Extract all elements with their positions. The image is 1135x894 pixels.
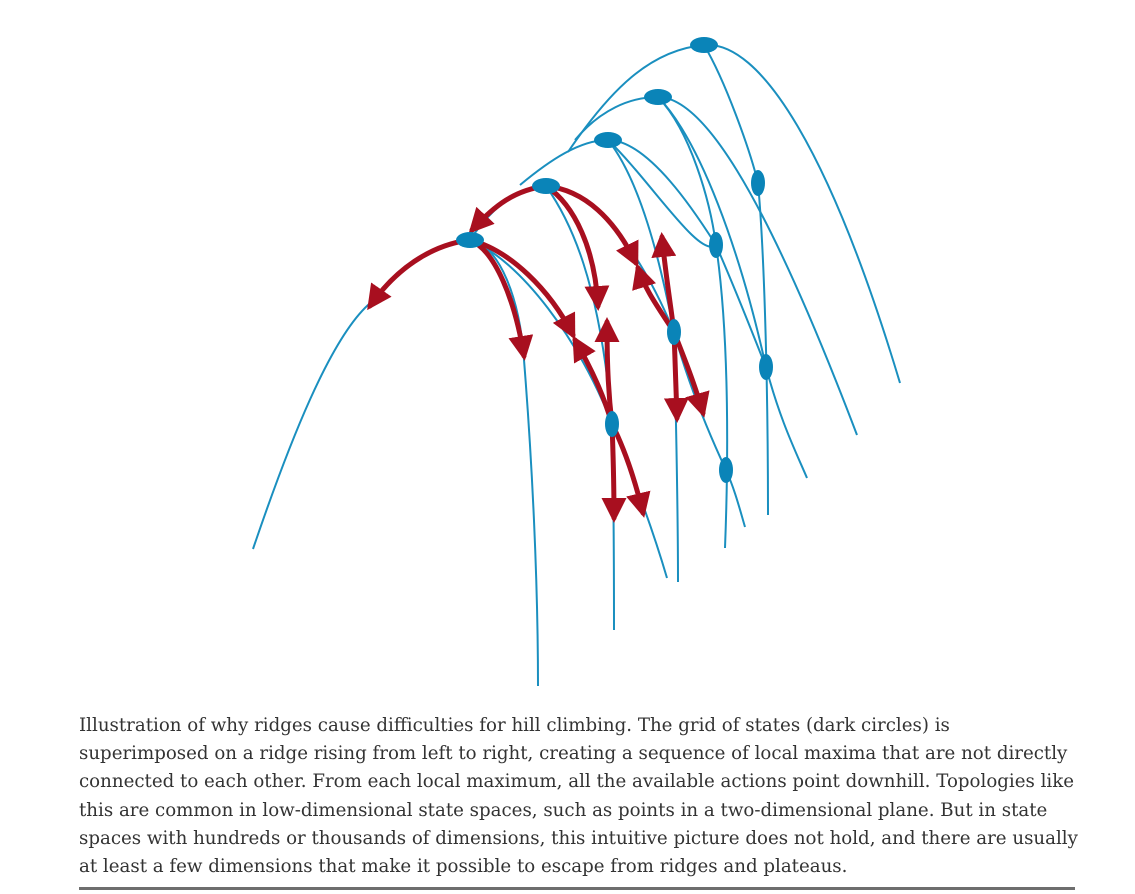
local-maximum-node [644, 89, 672, 105]
state-node [751, 170, 765, 196]
ridge-curve [607, 139, 746, 528]
downhill-arrows [367, 183, 710, 523]
ridge-curve [252, 238, 539, 687]
downhill-arrow [367, 237, 473, 311]
state-node [605, 411, 619, 437]
ridge-curve [657, 96, 808, 479]
downhill-arrow [467, 237, 576, 340]
ridge-curves [252, 43, 901, 687]
state-node [667, 319, 681, 345]
ridge-curve [469, 184, 679, 583]
downhill-arrow [543, 183, 610, 311]
downhill-arrow [609, 421, 651, 518]
local-maximum-node [532, 178, 560, 194]
state-node [709, 232, 723, 258]
state-node [759, 354, 773, 380]
local-maximum-node [690, 37, 718, 53]
figure-caption: Illustration of why ridges cause difficu… [79, 715, 1078, 878]
downhill-arrow [601, 421, 627, 523]
state-nodes [456, 37, 773, 483]
ridge-curve [574, 95, 858, 436]
ridge-curve [607, 139, 717, 248]
local-maximum-node [594, 132, 622, 148]
local-maximum-node [456, 232, 484, 248]
downhill-arrow [467, 237, 534, 361]
state-node [719, 457, 733, 483]
ridge-curve [519, 138, 767, 368]
ridge-diagram [252, 37, 901, 687]
caption-divider [79, 887, 1075, 890]
ridge-curve [567, 43, 901, 384]
